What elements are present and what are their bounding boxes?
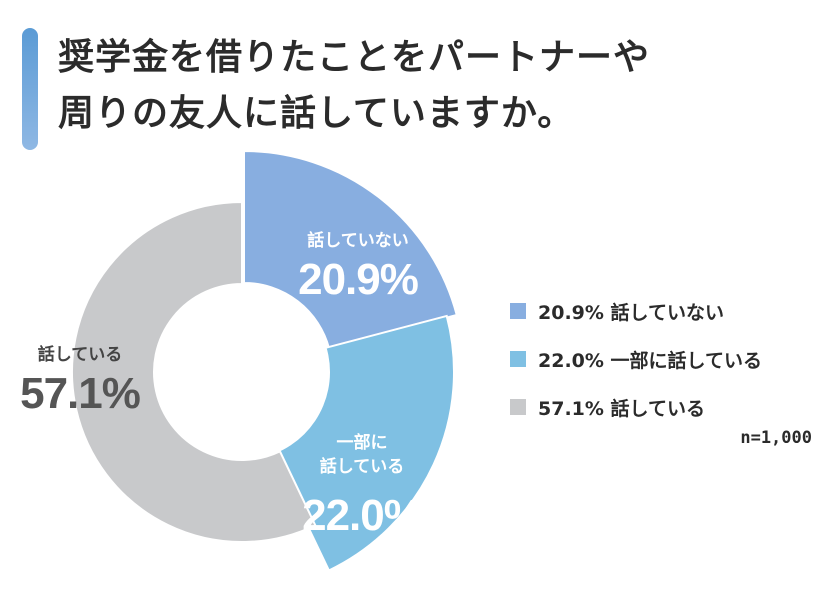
slice-label-not-telling-line-1: 話していない (307, 230, 409, 251)
chart-title: 奨学金を借りたことをパートナーや 周りの友人に話していますか。 (58, 30, 818, 142)
donut-hole (154, 284, 330, 460)
sample-size-note: n=1,000 (740, 428, 812, 448)
chart-title-line-2: 周りの友人に話していますか。 (58, 93, 575, 134)
slice-label-partially-telling-line-2: 話している (320, 456, 405, 477)
legend-label-partially-telling: 22.0% 一部に話している (538, 349, 762, 372)
legend-item-not-telling: 20.9% 話していない (510, 287, 830, 335)
slice-label-partially-telling-line-1: 一部に (337, 432, 388, 453)
legend-swatch-not-telling (510, 303, 526, 319)
slice-not-telling (243, 149, 458, 350)
legend-swatch-partially-telling (510, 351, 526, 367)
legend-label-not-telling: 20.9% 話していない (538, 301, 724, 324)
chart-title-line-1: 奨学金を借りたことをパートナーや (58, 37, 651, 78)
legend-item-telling: 57.1% 話している (510, 383, 830, 431)
chart-legend: 20.9% 話していない 22.0% 一部に話している 57.1% 話している (510, 287, 830, 431)
legend-item-partially-telling: 22.0% 一部に話している (510, 335, 830, 383)
legend-label-telling: 57.1% 話している (538, 397, 705, 420)
title-accent-bar (22, 28, 38, 150)
legend-swatch-telling (510, 399, 526, 415)
slice-value-not-telling: 20.9% (298, 255, 418, 304)
slice-value-partially-telling: 22.0% (302, 491, 422, 540)
slice-value-telling: 57.1% (20, 369, 140, 418)
slice-label-telling-line-1: 話している (38, 344, 123, 365)
